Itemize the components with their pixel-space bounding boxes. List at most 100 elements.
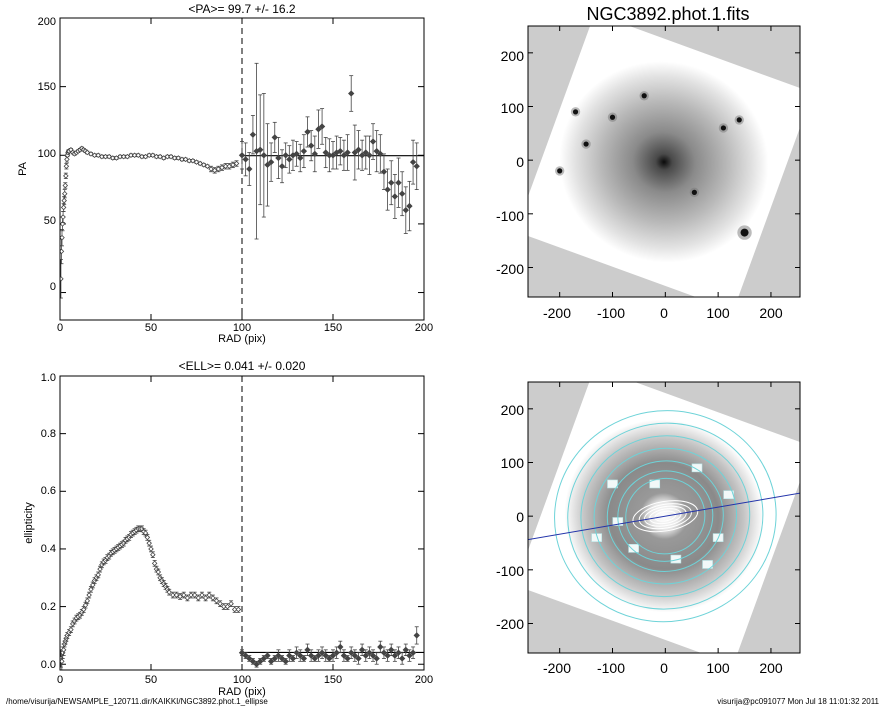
isophote-xtick-labels: -200 -100 0 100 200: [543, 660, 783, 676]
pa-data-point: [344, 149, 351, 156]
pa-data-point: [63, 173, 69, 179]
pa-data-point: [215, 166, 222, 172]
ell-data-point: [253, 661, 260, 668]
pa-ytick-label: 50: [44, 215, 56, 227]
pa-data-point: [182, 156, 189, 163]
pa-data-point: [64, 156, 70, 163]
pa-data-point: [395, 179, 402, 186]
pa-xtick-label: 0: [57, 322, 63, 334]
pa-data-point: [102, 153, 109, 160]
ell-data-point: [304, 646, 311, 653]
pa-data-point: [175, 155, 182, 161]
isophote-panel: 200 100 0 -100 -200 -200 -100 0 100 200: [496, 381, 801, 676]
pa-data-point: [62, 182, 69, 189]
ell-data-point: [166, 589, 172, 595]
pa-data-point: [233, 160, 240, 167]
pa-data-point: [60, 221, 66, 227]
ell-data-point: [318, 649, 326, 656]
pa-data-point: [377, 150, 384, 158]
pa-data-point: [384, 186, 391, 193]
ell-data-point: [180, 592, 187, 598]
pa-data-point: [275, 154, 282, 162]
footer-file-path: /home/visurija/NEWSAMPLE_120711.dir/KAIK…: [6, 697, 268, 706]
ell-data-point: [384, 652, 391, 659]
pa-data-point: [264, 161, 271, 169]
pa-data-point: [110, 155, 116, 161]
ell-data-point: [398, 655, 406, 662]
pa-data-point: [366, 152, 373, 159]
ell-data-point: [195, 595, 202, 601]
ell-data-point: [329, 652, 337, 659]
pa-data-point: [135, 152, 142, 159]
pa-data: [60, 18, 424, 320]
pa-data-point: [278, 163, 286, 170]
pa-data-point: [186, 157, 192, 164]
pa-data-point: [286, 156, 293, 163]
pa-data-point: [124, 153, 131, 160]
galaxy-image-panel: NGC3892.phot.1.fits 200 100 0 -100 -200 …: [496, 4, 801, 321]
pa-data-point: [391, 193, 399, 200]
point-source: [641, 93, 647, 99]
ell-data-point: [238, 649, 246, 656]
ell-data-point: [355, 655, 362, 662]
pa-data-point: [157, 153, 163, 160]
pa-data-point: [355, 146, 362, 153]
isophote-xtick-label: 0: [660, 660, 668, 676]
ell-data-point: [293, 649, 300, 656]
ell-data-point: [155, 569, 162, 575]
pa-data-point: [238, 152, 246, 159]
pa-data-point: [219, 164, 225, 171]
isophote-xtick-label: -100: [597, 660, 625, 676]
isophote-xtick-label: -200: [543, 660, 571, 676]
ell-data-point: [210, 595, 216, 601]
pa-data-point: [131, 152, 138, 159]
pa-data-point: [373, 147, 380, 155]
pa-data-point: [398, 190, 406, 197]
galaxy-light: [559, 61, 769, 263]
ell-data-point: [170, 592, 176, 598]
pa-data-point: [164, 153, 171, 160]
ell-data-point: [315, 652, 322, 659]
pa-ytick-label: 100: [38, 148, 56, 160]
pa-data-point: [358, 152, 366, 159]
point-source: [557, 168, 563, 174]
ell-xtick-label: 150: [324, 674, 342, 686]
ell-data-point: [221, 603, 227, 610]
ell-ytick-label: 0.4: [41, 543, 56, 555]
image-title: NGC3892.phot.1.fits: [586, 4, 749, 24]
ell-data-point: [191, 592, 198, 598]
pa-ytick-label: 150: [38, 81, 56, 93]
ell-data-point: [95, 572, 101, 578]
ell-ytick-label: 0.6: [41, 485, 56, 497]
pa-data-point: [322, 149, 329, 156]
ell-data-point: [271, 655, 278, 662]
pa-frame: [59, 17, 425, 321]
pa-data-point: [117, 153, 123, 160]
pa-data-point: [257, 146, 264, 153]
ell-data-point: [300, 655, 308, 662]
pa-data-point: [307, 142, 315, 149]
ell-ytick-label: 1.0: [41, 372, 56, 384]
ell-data-point: [206, 592, 213, 598]
isophote-xtick-label: 100: [706, 660, 730, 676]
ell-data-point: [260, 655, 268, 662]
pa-data-point: [362, 149, 369, 156]
pa-xtick-label: 50: [145, 322, 157, 334]
ell-ytick-label: 0.0: [41, 659, 56, 671]
ell-data-point: [148, 546, 154, 552]
pa-data-point: [304, 128, 311, 136]
ell-data-point: [326, 655, 333, 662]
isophote-ytick-labels: 200 100 0 -100 -200: [496, 402, 524, 632]
ell-data-point: [409, 649, 417, 656]
pa-data-point: [146, 152, 152, 159]
isophote-ytick-label: -200: [496, 616, 524, 632]
ell-data-point: [242, 652, 249, 659]
ell-data-point: [213, 598, 220, 604]
ell-data-point: [388, 646, 395, 653]
ell-ytick-label: 0.2: [41, 601, 56, 613]
image-frame-rotated: [528, 26, 800, 297]
ell-data-point: [297, 652, 304, 659]
ell-data-point: [228, 600, 234, 607]
ell-data-point: [235, 606, 242, 613]
